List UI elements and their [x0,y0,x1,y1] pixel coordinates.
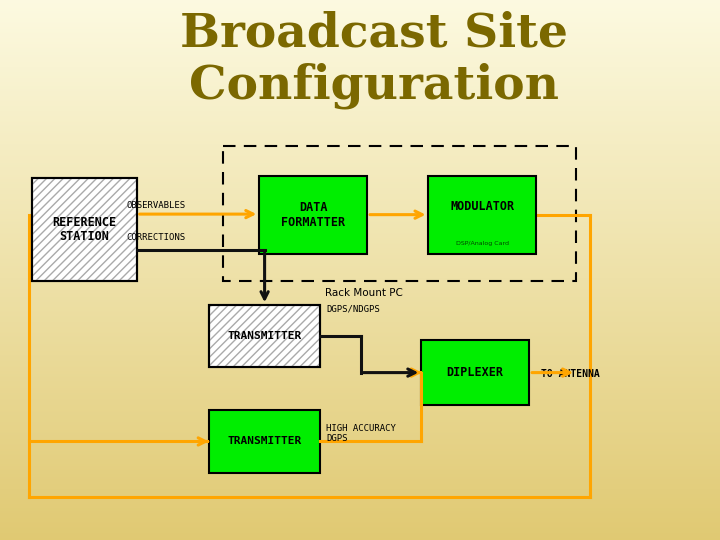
Bar [32,178,137,281]
Bar [32,178,137,281]
Text: DGPS/NDGPS: DGPS/NDGPS [326,305,380,314]
Bar [209,305,320,367]
Text: CORRECTIONS: CORRECTIONS [127,233,186,242]
Bar [428,176,536,254]
Bar [209,305,320,367]
Bar [421,340,529,405]
Text: Broadcast Site
Configuration: Broadcast Site Configuration [181,11,568,109]
Text: TRANSMITTER: TRANSMITTER [228,436,302,447]
Bar [223,146,576,281]
Text: DSP/Analog Card: DSP/Analog Card [456,241,509,246]
Bar [209,305,320,367]
Text: Rack Mount PC: Rack Mount PC [325,288,403,298]
Text: HIGH ACCURACY
DGPS: HIGH ACCURACY DGPS [326,424,396,443]
Text: OBSERVABLES: OBSERVABLES [127,201,186,210]
Text: MODULATOR: MODULATOR [450,200,515,213]
Text: REFERENCE
STATION: REFERENCE STATION [53,215,117,244]
Text: DIPLEXER: DIPLEXER [446,366,504,379]
Bar [209,410,320,472]
Text: TO ANTENNA: TO ANTENNA [541,369,600,379]
Bar [259,176,367,254]
Text: TRANSMITTER: TRANSMITTER [228,331,302,341]
Text: DATA
FORMATTER: DATA FORMATTER [281,201,346,228]
Bar [32,178,137,281]
